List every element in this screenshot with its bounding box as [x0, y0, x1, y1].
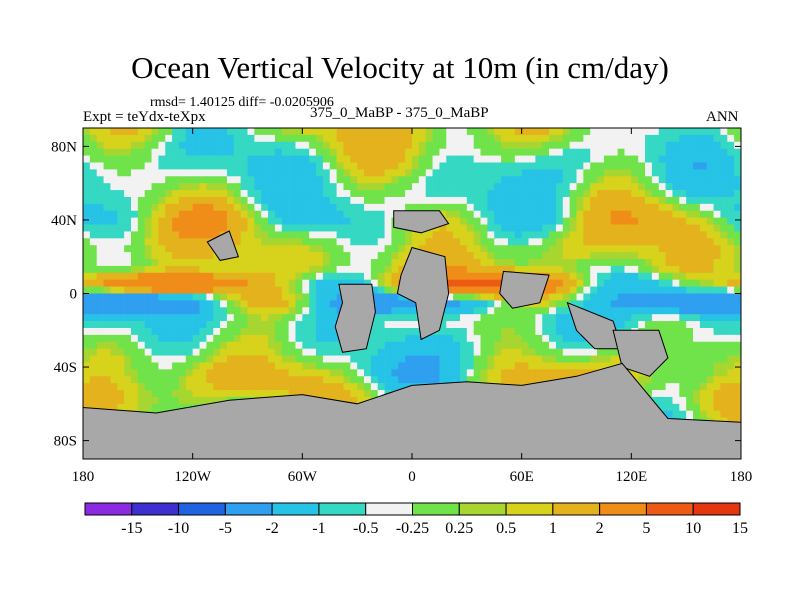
x-tick-label: 60E: [510, 469, 534, 485]
colorbar-swatch: [412, 502, 460, 516]
colorbar-swatch: [131, 502, 180, 516]
colorbar-swatch: [552, 502, 601, 516]
colorbar-label: 15: [732, 520, 748, 537]
colorbar-swatch: [318, 502, 367, 516]
colorbar-swatch: [178, 502, 226, 516]
colorbar-swatch: [692, 502, 741, 516]
land-polygon: [566, 301, 623, 350]
land-polygon: [396, 246, 450, 341]
colorbar-label: 5: [642, 520, 650, 537]
colorbar-label: -0.25: [396, 520, 429, 537]
land-mask: [83, 210, 741, 459]
land-polygon: [612, 329, 669, 377]
colorbar-label: 1: [549, 520, 557, 537]
y-tick-label: 80S: [54, 434, 77, 450]
colorbar-label: -5: [219, 520, 232, 537]
colorbar: -15 -10 -5 -2 -1 -0.5 -0.25 0.25 0.5 1 2 5 10 15: [84, 502, 748, 537]
colorbar-label: -2: [265, 520, 278, 537]
land-polygon: [83, 362, 741, 459]
season-label: ANN: [706, 109, 739, 125]
colorbar-swatch: [645, 502, 694, 516]
y-tick-label: 40S: [54, 360, 77, 376]
chart-title: Ocean Vertical Velocity at 10m (in cm/da…: [131, 50, 669, 85]
land-polygon: [206, 230, 240, 261]
land-polygon: [393, 210, 450, 234]
colorbar-swatch: [505, 502, 554, 516]
colorbar-label: 2: [596, 520, 604, 537]
colorbar-swatch: [224, 502, 273, 516]
colorbar-label: 0.25: [445, 520, 473, 537]
x-tick-label: 120W: [174, 469, 212, 485]
y-tick-label: 80N: [51, 139, 77, 155]
y-axis: 80S 40S 0 40N 80N: [51, 139, 741, 450]
colorbar-label: -15: [121, 520, 142, 537]
colorbar-swatch: [458, 502, 507, 516]
x-tick-label: 60W: [288, 469, 318, 485]
x-axis: 180 120W 60W 0 60E 120E 180: [72, 128, 753, 485]
x-tick-label: 120E: [615, 469, 647, 485]
x-tick-label: 0: [408, 469, 416, 485]
colorbar-swatch: [271, 502, 320, 516]
colorbar-swatch: [84, 502, 133, 516]
colorbar-label: 0.5: [496, 520, 516, 537]
y-tick-label: 0: [70, 287, 78, 303]
colorbar-label: -0.5: [353, 520, 378, 537]
colorbar-swatch: [599, 502, 647, 516]
x-tick-label: 180: [730, 469, 753, 485]
land-polygon: [499, 270, 550, 309]
rmsd-diff-stats: rmsd= 1.40125 diff= -0.0205906: [150, 95, 334, 110]
colorbar-label: 10: [685, 520, 701, 537]
land-polygon: [334, 283, 376, 353]
x-tick-label: 180: [72, 469, 95, 485]
y-tick-label: 40N: [51, 213, 77, 229]
case-label: 375_0_MaBP - 375_0_MaBP: [310, 105, 489, 121]
colorbar-swatch: [365, 502, 413, 516]
colorbar-label: -1: [312, 520, 325, 537]
colorbar-label: -10: [168, 520, 189, 537]
experiment-label: Expt = teYdx-teXpx: [83, 109, 206, 125]
